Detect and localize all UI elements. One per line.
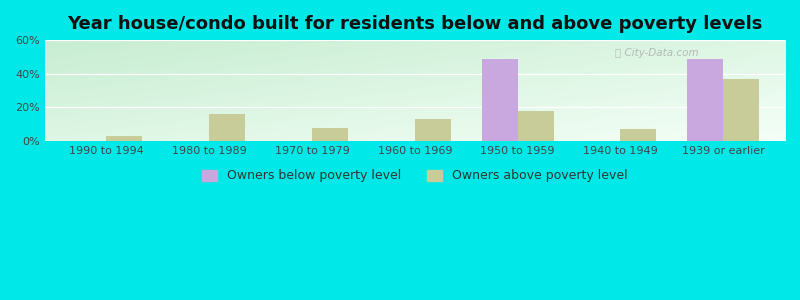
Bar — [723, 79, 759, 141]
Bar — [518, 111, 554, 141]
Bar — [415, 119, 450, 141]
Bar — [621, 129, 657, 141]
Bar — [687, 58, 723, 141]
Title: Year house/condo built for residents below and above poverty levels: Year house/condo built for residents bel… — [67, 15, 762, 33]
Bar — [106, 136, 142, 141]
Bar — [312, 128, 348, 141]
Bar — [209, 114, 245, 141]
Text: ⓘ City-Data.com: ⓘ City-Data.com — [614, 48, 698, 58]
Bar — [482, 58, 518, 141]
Legend: Owners below poverty level, Owners above poverty level: Owners below poverty level, Owners above… — [198, 164, 632, 188]
